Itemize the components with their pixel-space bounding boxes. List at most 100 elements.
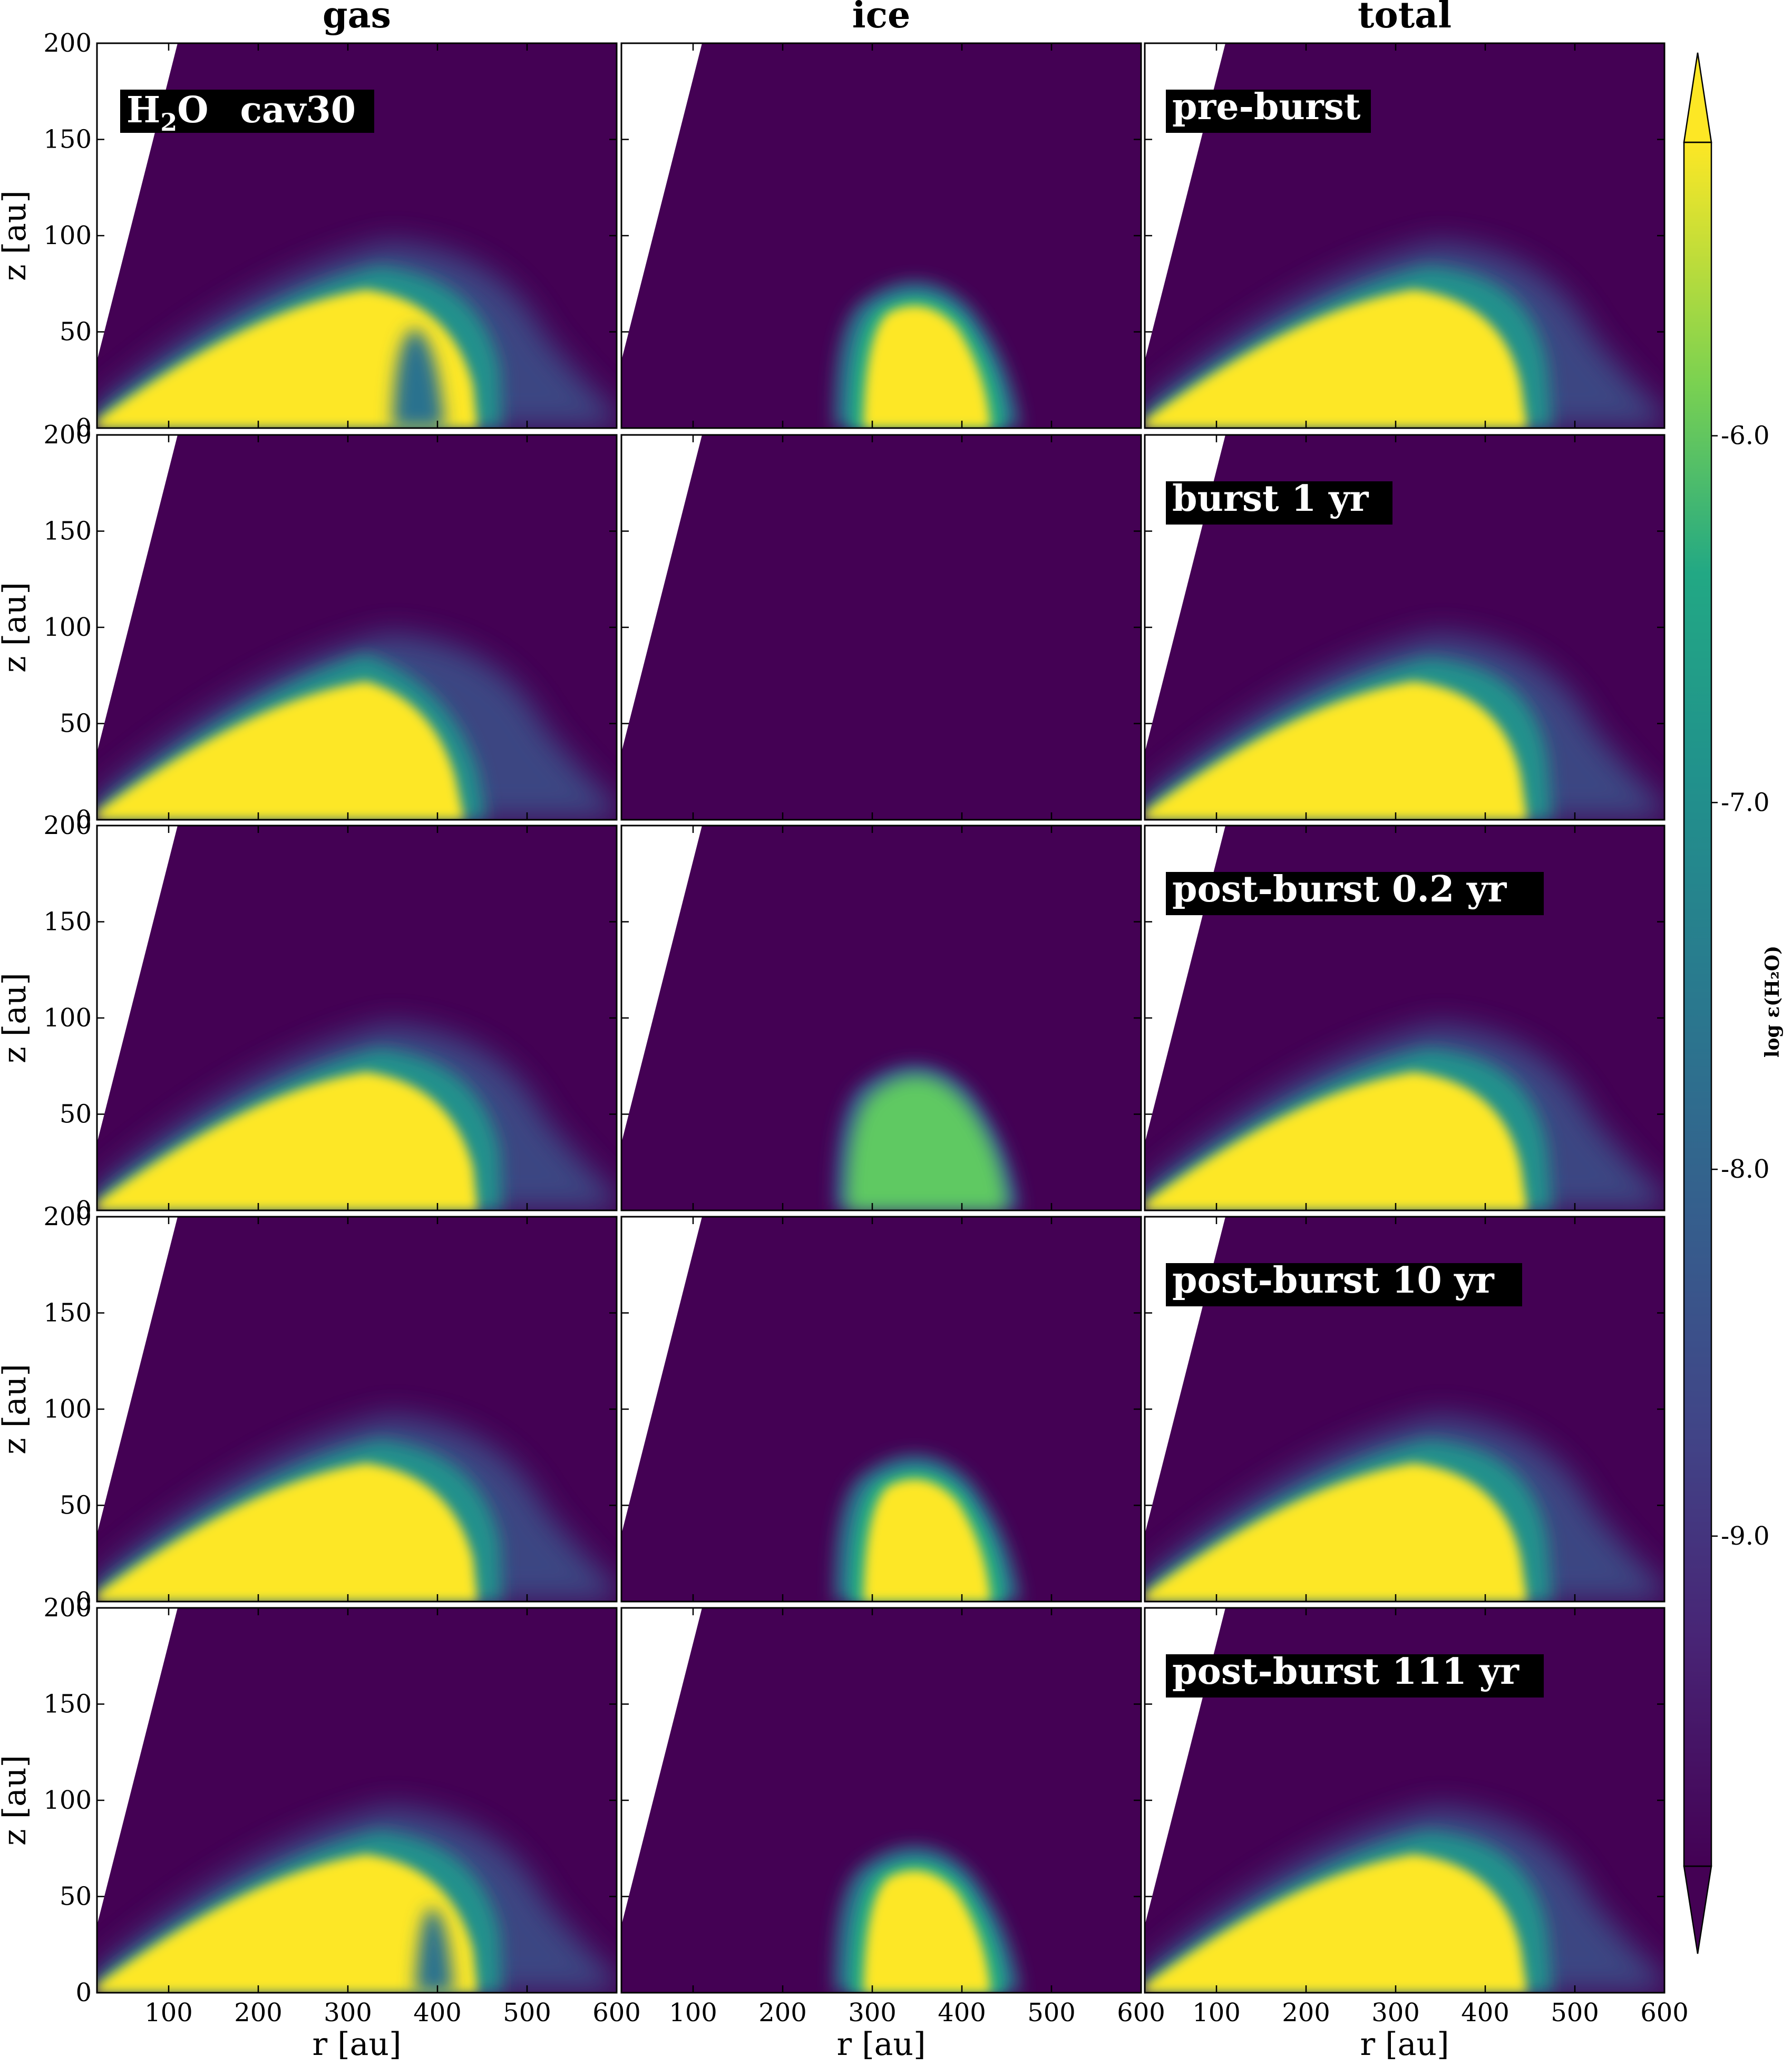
- emission-region: [1145, 1854, 1527, 1993]
- y-tick-label: 200: [43, 420, 92, 450]
- panel-grid: 0 50 100 150 200 H2O cav30 pre-burst 0 50 100 150 20…: [43, 28, 1688, 2028]
- row-label: post-burst 111 yr: [1166, 1651, 1544, 1698]
- y-tick-label: 150: [43, 1690, 92, 1719]
- y-tick-label: 150: [43, 907, 92, 937]
- row-label-box: [1166, 90, 1371, 133]
- colorbar: -6.0 -7.0 -8.0 -9.0 log ε(H₂O): [1683, 52, 1784, 1954]
- y-axis-label: z [au]: [0, 1364, 33, 1454]
- x-tick-label: 300: [848, 1998, 897, 2028]
- colorbar-label: log ε(H₂O): [1761, 946, 1784, 1058]
- axis-labels: z [au] z [au] z [au] z [au] z [au] r [au] r [a…: [0, 190, 1449, 2063]
- cavity-region: [621, 1608, 702, 1926]
- x-tick-label: 500: [1027, 1998, 1076, 2028]
- y-tick-label: 200: [43, 1593, 92, 1623]
- y-tick-label: 0: [75, 1196, 92, 1225]
- x-tick-label: 300: [324, 1998, 372, 2028]
- colorbar-tick-label: -6.0: [1721, 421, 1770, 451]
- species-label-box: [120, 90, 374, 133]
- row-label: post-burst 0.2 yr: [1166, 868, 1544, 915]
- emission-region: [97, 1072, 478, 1210]
- emission-region: [847, 1076, 1007, 1210]
- row-label: post-burst 10 yr: [1166, 1259, 1522, 1306]
- x-tick-label: 100: [1192, 1998, 1241, 2028]
- emission-region: [97, 289, 478, 428]
- emission-region: [1145, 681, 1527, 820]
- y-axis-label: z [au]: [0, 1755, 33, 1846]
- x-tick-label: 100: [669, 1998, 717, 2028]
- cavity-region: [621, 1217, 702, 1535]
- y-tick-label: 50: [60, 1491, 92, 1520]
- x-tick-label: 600: [1117, 1998, 1165, 2028]
- emission-region: [415, 1908, 454, 1993]
- cavity-region: [97, 826, 178, 1143]
- emission-region: [863, 1870, 991, 1993]
- y-tick-label: 100: [43, 1394, 92, 1424]
- emission-region: [393, 328, 445, 428]
- x-tick-label: 200: [758, 1998, 807, 2028]
- x-tick-label: 400: [1461, 1998, 1509, 2028]
- y-axis-label: z [au]: [0, 582, 33, 673]
- column-title-ice: ice: [852, 0, 911, 36]
- colorbar-tick-label: -8.0: [1721, 1155, 1770, 1184]
- y-tick-label: 100: [43, 613, 92, 642]
- panel-total-burst: burst 1 yr: [1144, 434, 1666, 821]
- x-tick-label: 600: [592, 1998, 641, 2028]
- x-axis-label: r [au]: [837, 2026, 926, 2063]
- panel-ice-post111: 100 200 300 400 500 600: [620, 1607, 1165, 2028]
- panel-gas-pre: 0 50 100 150 200 H2O cav30: [43, 28, 618, 443]
- y-tick-label: 150: [43, 517, 92, 546]
- panel-ice-burst: [620, 434, 1142, 821]
- panel-total-pre: pre-burst: [1144, 42, 1666, 429]
- panel-gas-post111: 0 50 100 150 200 100 200 300 400 500 600: [43, 1593, 640, 2028]
- colorbar-tick-label: -9.0: [1721, 1521, 1770, 1551]
- cavity-region: [97, 435, 178, 753]
- y-tick-label: 50: [60, 317, 92, 347]
- colorbar-extend-min: [1683, 1865, 1712, 1954]
- cavity-region: [621, 826, 702, 1143]
- x-tick-label: 500: [503, 1998, 551, 2028]
- emission-region: [97, 1854, 478, 1993]
- row-label-box: [1166, 481, 1392, 525]
- y-axis-label: z [au]: [0, 190, 33, 281]
- row-label-box: [1166, 872, 1544, 915]
- column-title-gas: gas: [323, 0, 391, 36]
- x-axis-label: r [au]: [1360, 2026, 1449, 2063]
- colorbar-tick-label: -7.0: [1721, 788, 1770, 817]
- y-tick-label: 100: [43, 1786, 92, 1815]
- emission-region: [97, 681, 464, 820]
- row-label-text: burst 1 yr: [1172, 478, 1369, 520]
- panel-total-post10: post-burst 10 yr: [1144, 1216, 1666, 1603]
- y-tick-label: 200: [43, 28, 92, 58]
- y-tick-label: 0: [75, 413, 92, 443]
- panel-background: [621, 435, 1141, 820]
- y-tick-label: 150: [43, 125, 92, 154]
- column-titles: gas ice total: [323, 0, 1452, 36]
- cavity-region: [97, 1217, 178, 1535]
- emission-region: [863, 1479, 991, 1602]
- x-tick-label: 500: [1551, 1998, 1599, 2028]
- y-tick-label: 200: [43, 1202, 92, 1231]
- y-axis-label: z [au]: [0, 973, 33, 1063]
- x-tick-label: 200: [1282, 1998, 1330, 2028]
- row-label-text: post-burst 10 yr: [1172, 1259, 1495, 1302]
- y-tick-label: 50: [60, 1100, 92, 1129]
- x-tick-label: 300: [1371, 1998, 1420, 2028]
- species-label-text: H2O cav30: [126, 89, 356, 137]
- emission-region: [1145, 1072, 1527, 1210]
- emission-region: [863, 305, 991, 428]
- colorbar-extend-max: [1683, 52, 1712, 143]
- x-tick-label: 200: [234, 1998, 283, 2028]
- row-label-box: [1166, 1654, 1544, 1698]
- panel-ice-post10: [620, 1216, 1142, 1603]
- y-tick-label: 50: [60, 1882, 92, 1912]
- row-label-text: post-burst 111 yr: [1172, 1651, 1520, 1693]
- x-tick-label: 100: [144, 1998, 193, 2028]
- cavity-region: [97, 1608, 178, 1926]
- emission-region: [1145, 289, 1527, 428]
- row-label: pre-burst: [1166, 86, 1371, 133]
- y-tick-label: 200: [43, 811, 92, 840]
- y-tick-label: 0: [75, 1978, 92, 2007]
- x-tick-label: 400: [413, 1998, 462, 2028]
- panel-total-post02: post-burst 0.2 yr: [1144, 825, 1666, 1211]
- panel-total-post111: 100 200 300 400 500 600 post-burst 111 yr: [1144, 1607, 1689, 2028]
